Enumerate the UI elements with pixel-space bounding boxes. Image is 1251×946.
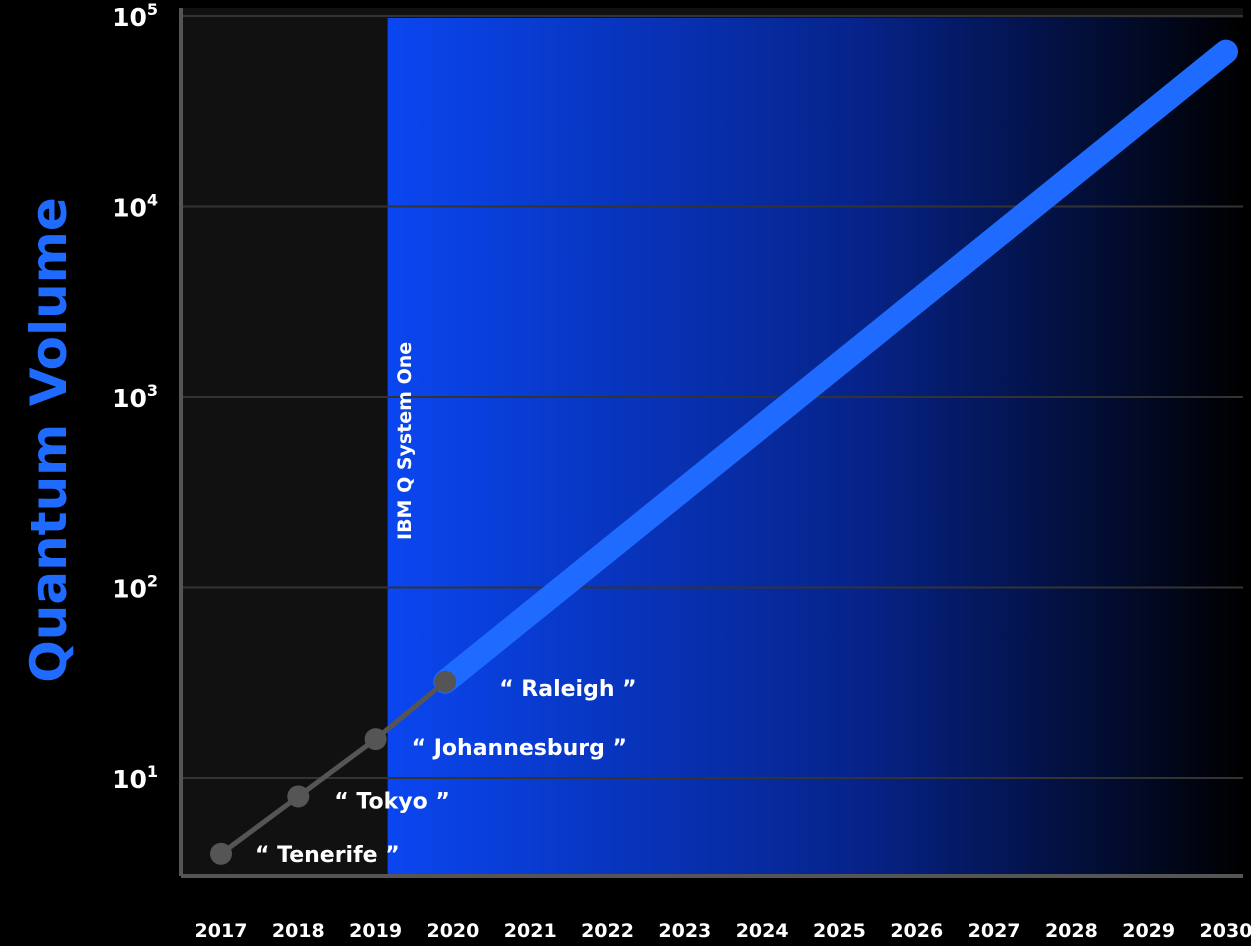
x-tick-label: 2030 xyxy=(1200,920,1251,942)
y-tick-label: 104 xyxy=(112,191,158,223)
projection-line xyxy=(433,39,1238,694)
x-tick-label: 2022 xyxy=(581,920,634,942)
x-tick-labels: 2017 2018 2019 2020 2021 2022 2023 2024 2025 2026… xyxy=(195,920,1251,942)
data-point xyxy=(287,785,310,808)
y-axis-title: Quantum Volume xyxy=(20,197,78,683)
y-tick-labels: 101 102 103 104 105 xyxy=(112,0,158,794)
axes xyxy=(179,8,1243,878)
series xyxy=(210,39,1238,865)
x-tick-label: 2028 xyxy=(1045,920,1098,942)
y-tick-label: 102 xyxy=(112,572,158,604)
x-tick-label: 2029 xyxy=(1122,920,1175,942)
region-label: IBM Q System One xyxy=(394,342,416,540)
point-labels: “ Tenerife ” “ Tokyo ” “ Johannesburg ” “ R… xyxy=(255,677,637,868)
x-tick-label: 2027 xyxy=(968,920,1021,942)
y-tick-label: 101 xyxy=(112,762,158,794)
x-tick-label: 2019 xyxy=(349,920,402,942)
x-tick-label: 2021 xyxy=(504,920,557,942)
x-tick-label: 2026 xyxy=(890,920,943,942)
point-label: “ Raleigh ” xyxy=(499,677,636,702)
x-tick-label: 2025 xyxy=(813,920,866,942)
data-point xyxy=(210,842,232,865)
gridlines xyxy=(181,15,1243,779)
measured-line xyxy=(219,679,447,856)
point-label: “ Johannesburg ” xyxy=(412,736,627,761)
x-tick-label: 2023 xyxy=(658,920,711,942)
data-point xyxy=(434,670,457,693)
x-tick-label: 2018 xyxy=(272,920,325,942)
y-tick-label: 103 xyxy=(112,381,158,413)
y-tick-label: 105 xyxy=(112,0,158,32)
data-point xyxy=(364,728,387,751)
x-tick-label: 2017 xyxy=(195,920,248,942)
point-label: “ Tokyo ” xyxy=(334,789,450,814)
point-label: “ Tenerife ” xyxy=(255,843,400,868)
x-tick-label: 2020 xyxy=(426,920,479,942)
x-tick-label: 2024 xyxy=(736,920,789,942)
